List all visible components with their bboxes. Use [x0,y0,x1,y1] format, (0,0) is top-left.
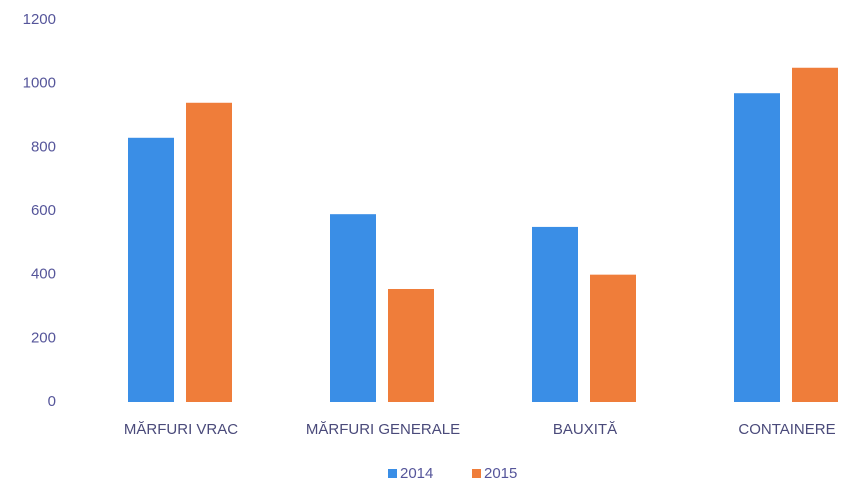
y-tick-label: 400 [31,266,56,283]
bar [388,288,434,402]
x-tick-label: MĂRFURI VRAC [124,421,238,438]
bar [186,102,232,403]
bar [532,226,578,402]
legend-swatch [472,469,481,478]
y-tick-label: 1200 [23,11,56,28]
y-tick-label: 1000 [23,75,56,92]
bar [128,137,174,403]
bar [330,214,376,402]
x-tick-label: CONTAINERE [738,421,835,438]
legend-label: 2015 [484,465,517,482]
x-tick-label: MĂRFURI GENERALE [306,421,460,438]
y-tick-label: 800 [31,138,56,155]
bar [734,93,780,402]
legend-label: 2014 [400,465,433,482]
y-tick-label: 200 [31,329,56,346]
y-tick-label: 0 [48,393,56,410]
y-tick-label: 600 [31,202,56,219]
x-tick-label: BAUXITĂ [553,421,617,438]
bar [590,274,636,402]
bar [792,67,838,402]
legend-swatch [388,469,397,478]
